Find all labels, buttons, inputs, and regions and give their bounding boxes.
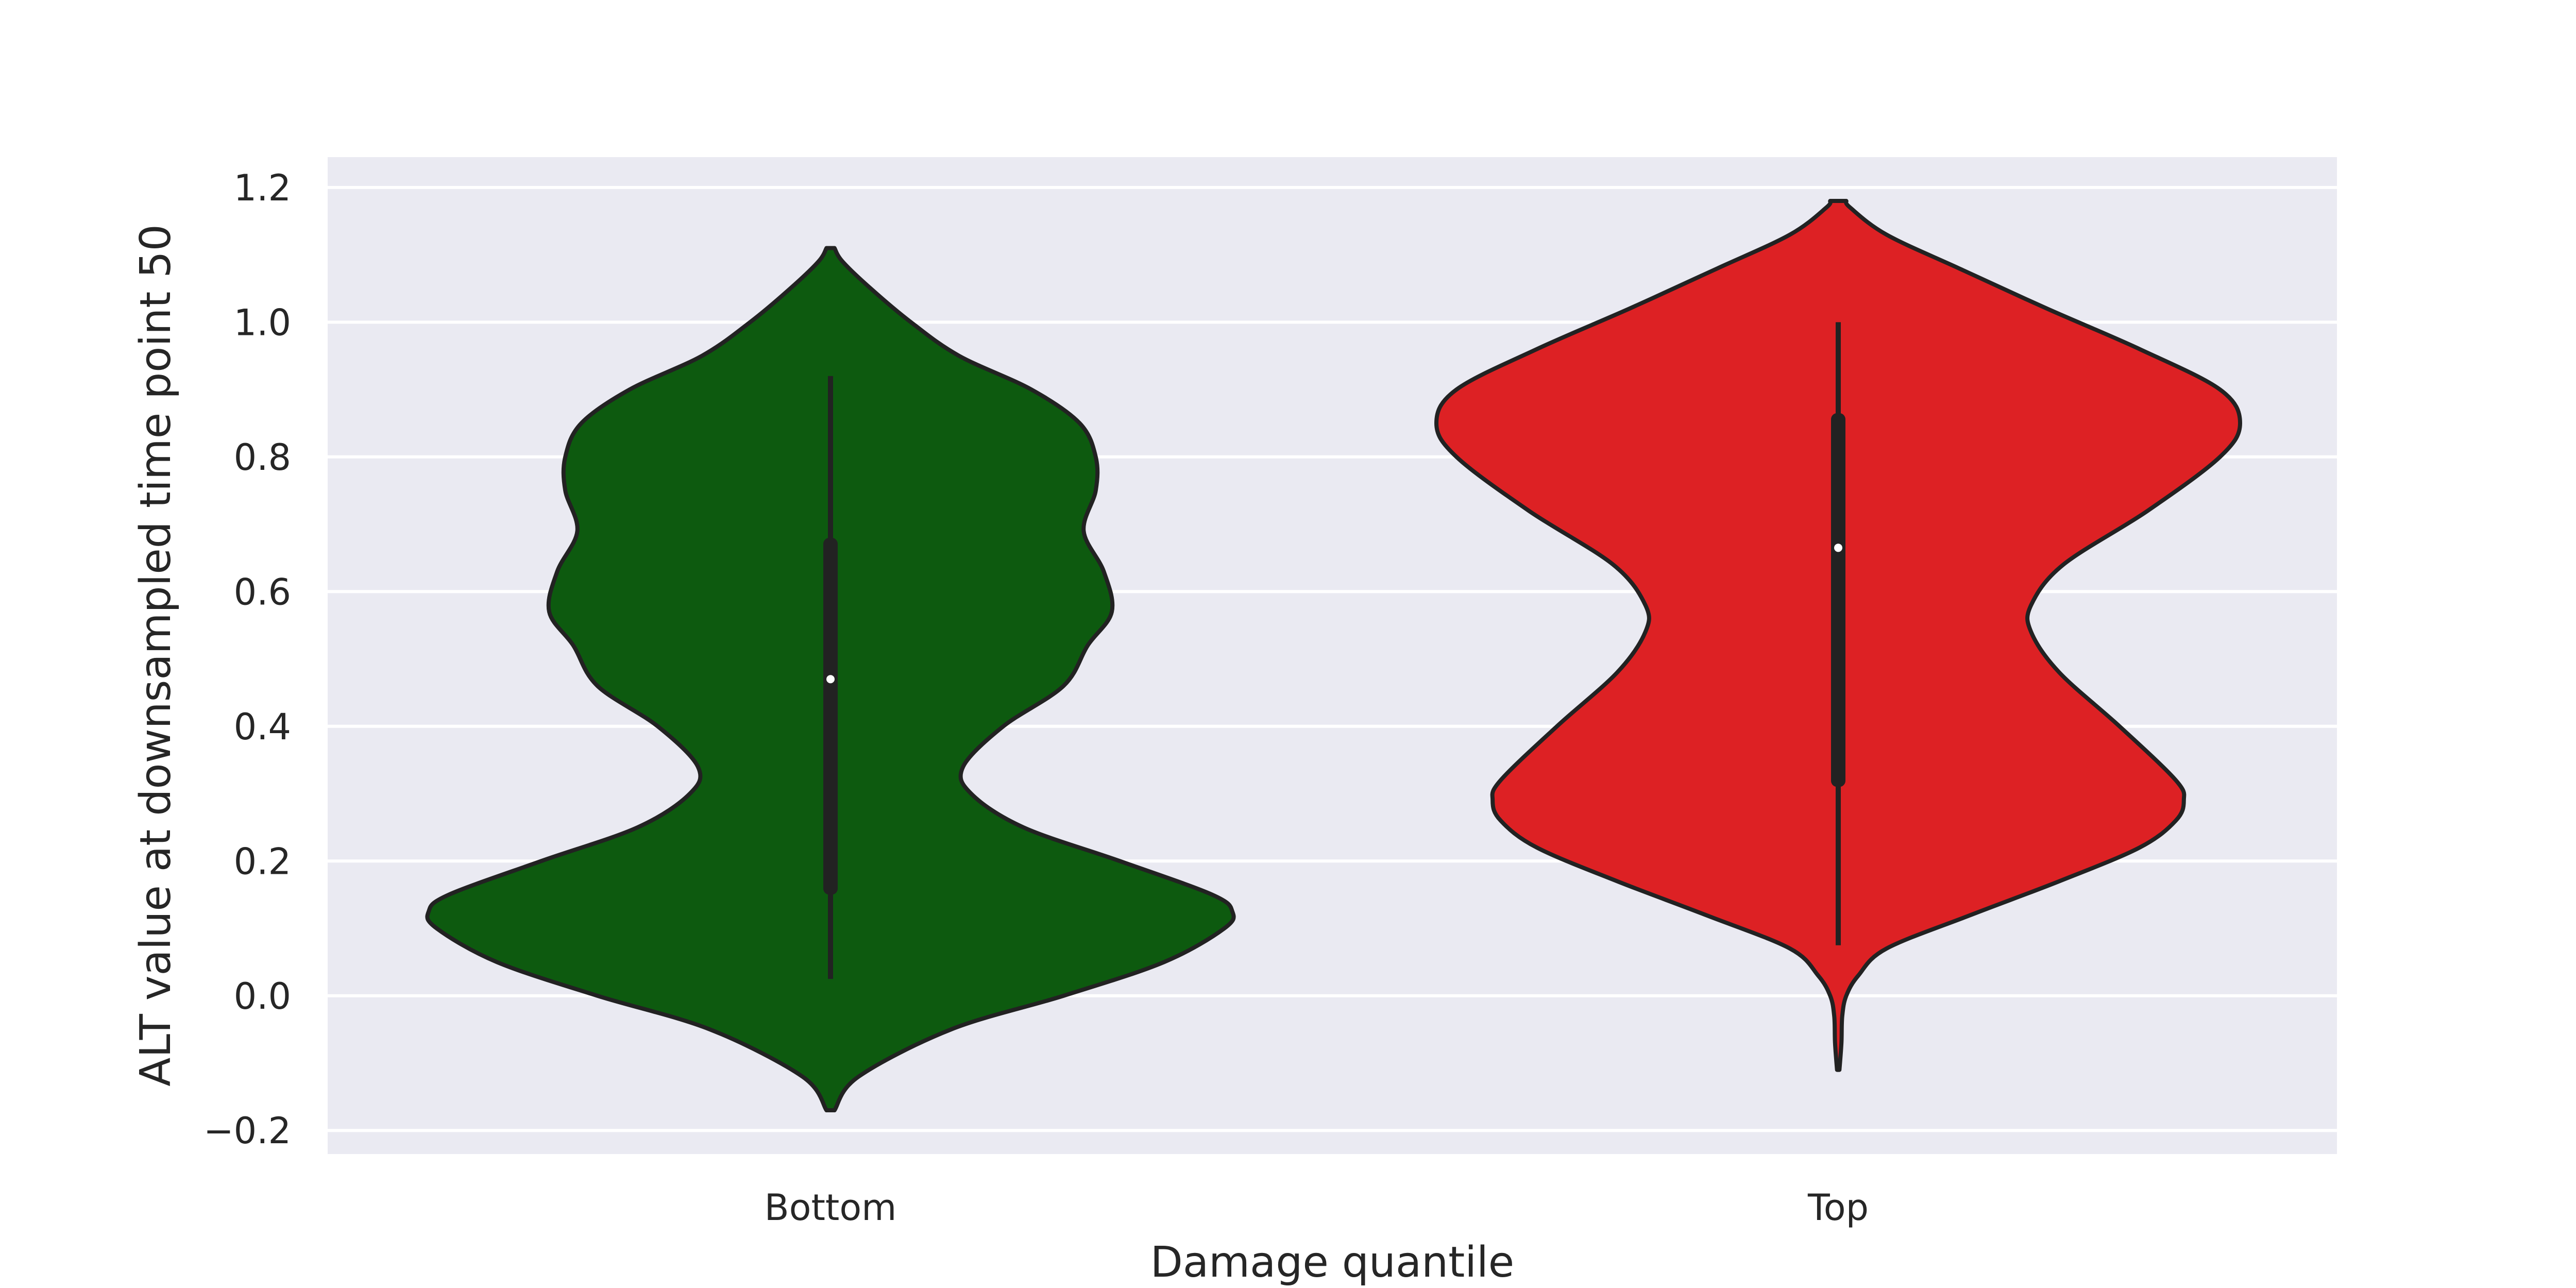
y-tick-label: 1.2: [234, 167, 291, 209]
y-tick-label: 1.0: [234, 301, 291, 344]
y-axis-label: ALT value at downsampled time point 50: [131, 224, 180, 1087]
y-tick-label: −0.2: [204, 1110, 291, 1152]
x-ticks: Bottom Top: [765, 1187, 1869, 1229]
y-tick-label: 0.0: [234, 975, 291, 1018]
y-tick-label: 0.4: [234, 706, 291, 748]
y-tick-label: 0.2: [234, 840, 291, 883]
y-ticks: −0.2 0.0 0.2 0.4 0.6 0.8 1.0 1.2: [204, 167, 291, 1152]
violin-bottom: [425, 246, 1236, 1112]
violins: [425, 199, 2242, 1112]
median-point: [1834, 544, 1842, 552]
x-axis-label: Damage quantile: [1150, 1238, 1515, 1287]
iqr-box: [1831, 413, 1845, 787]
iqr-box: [823, 537, 838, 895]
y-tick-label: 0.6: [234, 571, 291, 613]
y-tick-label: 0.8: [234, 436, 291, 479]
x-tick-label: Bottom: [765, 1187, 897, 1229]
x-tick-label: Top: [1807, 1187, 1869, 1229]
median-point: [826, 675, 835, 684]
violin-top: [1434, 199, 2242, 1072]
